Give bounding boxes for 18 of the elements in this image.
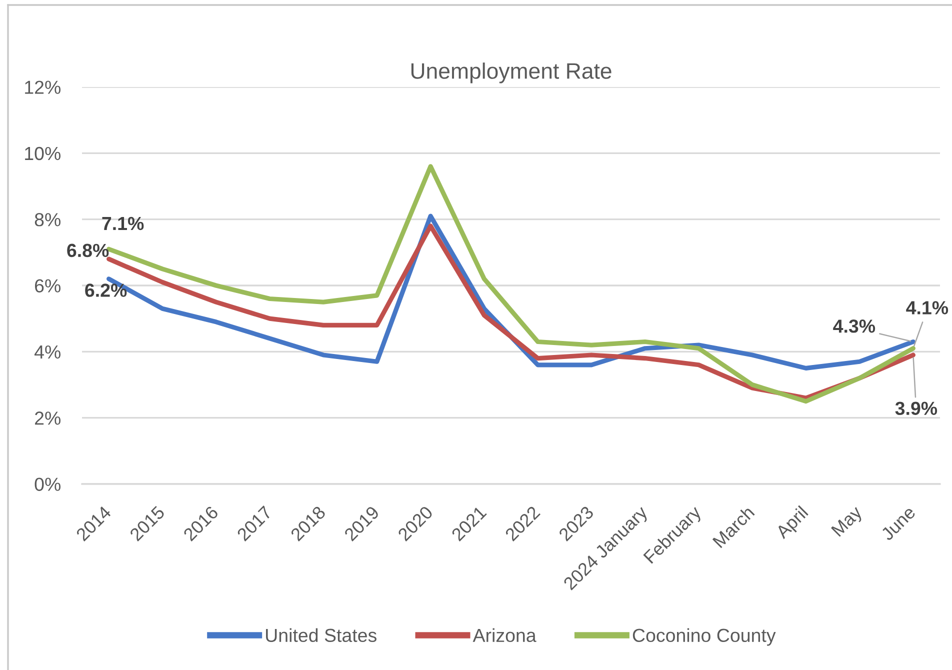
y-tick-label: 10% xyxy=(25,146,60,160)
data-label: 3.9% xyxy=(895,402,938,416)
data-label: 4.1% xyxy=(906,301,948,314)
chart-title: Unemployment Rate xyxy=(411,62,612,84)
data-label: 7.1% xyxy=(102,216,144,230)
y-tick-label: 0% xyxy=(34,478,60,491)
data-label: 6.8% xyxy=(67,244,109,258)
y-tick-label: 8% xyxy=(34,213,60,226)
data-label: 6.2% xyxy=(85,284,127,297)
y-tick-label: 12% xyxy=(25,80,60,94)
legend-label: United States xyxy=(266,628,376,642)
x-tick-label: May xyxy=(831,504,866,540)
y-tick-label: 6% xyxy=(35,279,60,292)
legend-label: Coconino County xyxy=(632,628,776,646)
legend-label: Arizona xyxy=(472,628,536,642)
y-tick-label: 2% xyxy=(35,412,60,425)
data-label: 4.3% xyxy=(833,320,876,333)
y-tick-label: 4% xyxy=(34,345,60,359)
